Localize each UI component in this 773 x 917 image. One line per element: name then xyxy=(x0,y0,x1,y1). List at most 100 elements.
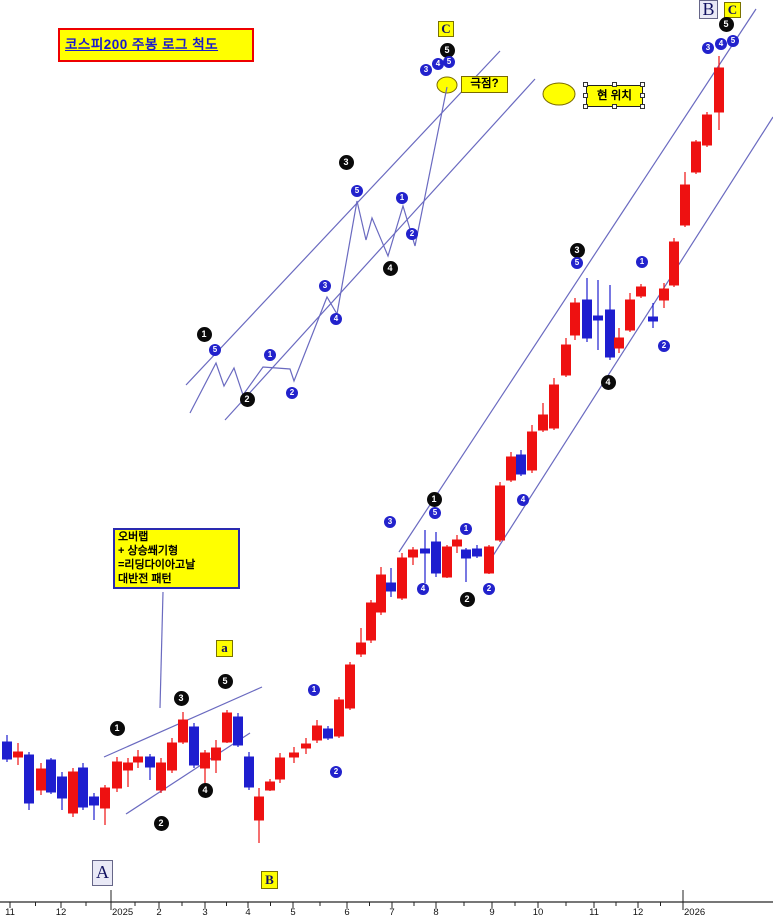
wave-marker-major-1[interactable]: 1 xyxy=(109,720,125,736)
candle-down xyxy=(420,548,430,554)
candle-up xyxy=(211,747,221,761)
wave-marker-minor-3[interactable]: 3 xyxy=(319,280,331,292)
wave-marker-major-3[interactable]: 3 xyxy=(173,690,189,706)
selection-handle[interactable] xyxy=(611,82,617,87)
candle-down xyxy=(189,726,199,766)
candle-up xyxy=(222,712,232,743)
wave-marker-minor-5[interactable]: 5 xyxy=(571,257,583,269)
chart-title-box[interactable]: 코스피200 주봉 로그 척도 xyxy=(58,28,254,62)
current-position-label[interactable]: 현 위치 xyxy=(583,82,645,109)
candle-up xyxy=(167,742,177,771)
candle-up xyxy=(484,546,494,574)
wave-marker-major-5[interactable]: 5 xyxy=(439,42,455,58)
letter-box-B-bottom[interactable]: B xyxy=(261,871,278,889)
wave-marker-minor-2[interactable]: 2 xyxy=(330,766,342,778)
selection-handle[interactable] xyxy=(583,82,588,87)
candle-down xyxy=(593,315,603,321)
wave-marker-major-5[interactable]: 5 xyxy=(217,673,233,689)
wave-marker-minor-3[interactable]: 3 xyxy=(702,42,714,54)
wave-marker-minor-1[interactable]: 1 xyxy=(396,192,408,204)
selection-handle[interactable] xyxy=(640,93,645,98)
axis-label: 12 xyxy=(633,907,644,917)
wave-marker-minor-1[interactable]: 1 xyxy=(264,349,276,361)
wave-marker-minor-3[interactable]: 3 xyxy=(420,64,432,76)
letter-box-C-inset[interactable]: C xyxy=(438,21,454,37)
wave-marker-minor-1[interactable]: 1 xyxy=(636,256,648,268)
selection-handle[interactable] xyxy=(583,104,588,109)
wave-marker-minor-1[interactable]: 1 xyxy=(308,684,320,696)
wave-marker-minor-2[interactable]: 2 xyxy=(406,228,418,240)
candle-up xyxy=(178,719,188,743)
line-inset-wave xyxy=(189,86,448,414)
candle-up xyxy=(561,344,571,376)
wave-marker-minor-4[interactable]: 4 xyxy=(715,38,727,50)
wave-marker-minor-4[interactable]: 4 xyxy=(432,58,444,70)
wave-marker-major-1[interactable]: 1 xyxy=(426,491,442,507)
letter-box-B-top[interactable]: B xyxy=(699,0,718,19)
candle-up xyxy=(680,184,690,226)
wave-marker-minor-5[interactable]: 5 xyxy=(443,56,455,68)
candle-up xyxy=(669,241,679,286)
candle-up xyxy=(301,743,311,749)
line-main-channel-left xyxy=(398,8,757,553)
wave-marker-minor-4[interactable]: 4 xyxy=(330,313,342,325)
candle-up xyxy=(442,546,452,578)
wave-marker-major-3[interactable]: 3 xyxy=(569,242,585,258)
wave-marker-minor-2[interactable]: 2 xyxy=(483,583,495,595)
letter-box-a[interactable]: a xyxy=(216,640,233,657)
candle-down xyxy=(233,716,243,746)
wave-marker-major-1[interactable]: 1 xyxy=(196,326,212,342)
wave-marker-minor-3[interactable]: 3 xyxy=(384,516,396,528)
candle-up xyxy=(366,602,376,641)
candle-up xyxy=(714,67,724,113)
candle-down xyxy=(472,548,482,557)
wedge-annotation-box[interactable]: 오버랩 + 상승쐐기형 =리딩다이아고날 대반전 패턴 xyxy=(113,528,240,589)
wave-marker-major-4[interactable]: 4 xyxy=(382,260,398,276)
wave-marker-major-2[interactable]: 2 xyxy=(239,391,255,407)
wave-marker-minor-5[interactable]: 5 xyxy=(727,35,739,47)
wave-marker-major-5[interactable]: 5 xyxy=(718,16,734,32)
extreme-point-label[interactable]: 극점? xyxy=(461,76,508,93)
axis-label: 2025 xyxy=(112,907,133,917)
candle-down xyxy=(431,541,441,574)
candle-up xyxy=(156,762,166,791)
candle-up xyxy=(538,414,548,431)
line-inset-channel-lower xyxy=(224,78,536,421)
selection-handle[interactable] xyxy=(611,104,617,109)
wave-marker-minor-5[interactable]: 5 xyxy=(351,185,363,197)
candle-up xyxy=(100,787,110,809)
selection-handle[interactable] xyxy=(583,93,588,98)
candle-up xyxy=(68,771,78,814)
axis-label: 6 xyxy=(344,907,349,917)
candle-up xyxy=(527,431,537,471)
candle-up xyxy=(691,141,701,173)
candle-up xyxy=(549,384,559,429)
wave-marker-minor-2[interactable]: 2 xyxy=(286,387,298,399)
wave-marker-major-4[interactable]: 4 xyxy=(197,782,213,798)
wave-marker-minor-4[interactable]: 4 xyxy=(517,494,529,506)
axis-label: 8 xyxy=(433,907,438,917)
wave-marker-minor-2[interactable]: 2 xyxy=(658,340,670,352)
wave-marker-minor-4[interactable]: 4 xyxy=(417,583,429,595)
candle-up xyxy=(345,664,355,709)
current-position-ellipse[interactable] xyxy=(542,82,576,106)
extreme-point-ellipse[interactable] xyxy=(436,76,458,94)
line-wedge-lower xyxy=(125,732,251,815)
wave-marker-major-2[interactable]: 2 xyxy=(459,591,475,607)
selection-handle[interactable] xyxy=(640,82,645,87)
selection-handle[interactable] xyxy=(640,104,645,109)
wave-marker-major-3[interactable]: 3 xyxy=(338,154,354,170)
letter-box-A[interactable]: A xyxy=(92,860,113,886)
wave-marker-major-4[interactable]: 4 xyxy=(600,374,616,390)
axis-label: 5 xyxy=(290,907,295,917)
letter-box-C-top[interactable]: C xyxy=(724,2,741,18)
wave-marker-minor-5[interactable]: 5 xyxy=(209,344,221,356)
wave-marker-major-2[interactable]: 2 xyxy=(153,815,169,831)
line-inset-channel-upper xyxy=(185,50,501,386)
wave-marker-minor-1[interactable]: 1 xyxy=(460,523,472,535)
axis-label: 2 xyxy=(156,907,161,917)
wave-marker-minor-5[interactable]: 5 xyxy=(429,507,441,519)
candle-up xyxy=(312,725,322,741)
candle-up xyxy=(36,768,46,791)
